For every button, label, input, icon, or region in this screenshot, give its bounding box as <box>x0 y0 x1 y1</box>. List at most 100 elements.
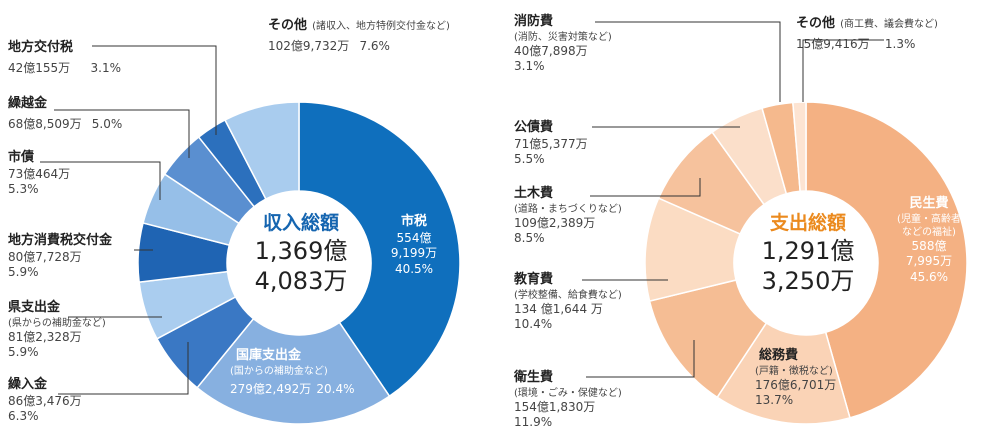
expense-donut <box>644 101 968 425</box>
expense-label-somu: 総務費 (戸籍・徴税など) 176億6,701万 13.7% <box>755 348 836 409</box>
slice-value: 102億9,732万 <box>268 38 350 53</box>
slice-percent: 1.3% <box>884 36 916 51</box>
slice-value: 588億 <box>911 238 947 253</box>
donut-slice <box>298 101 461 398</box>
expense-center-title: 支出総額 <box>769 212 846 234</box>
slice-note: (道路・まちづくりなど) <box>514 203 622 215</box>
slice-name: その他 <box>268 18 308 33</box>
slice-percent: 11.9% <box>514 415 553 430</box>
slice-note: (県からの補助金など) <box>8 317 106 329</box>
leader-line <box>54 109 190 158</box>
donut-slice <box>805 101 968 419</box>
income-label-ken: 県支出金 (県からの補助金など) 81億2,328万 5.9% <box>8 300 106 361</box>
slice-name: 地方消費税交付金 <box>8 233 113 248</box>
slice-percent: 13.7% <box>755 393 794 408</box>
slice-name: 繰入金 <box>8 377 48 392</box>
income-donut <box>137 101 461 425</box>
leader-line <box>595 21 781 102</box>
income-label-shisai: 市債 73億464万 5.3% <box>8 150 70 198</box>
expense-label-minsei: 民生費 (児童・高齢者 などの福祉) 588億 7,995万 45.6% <box>886 196 972 286</box>
donut-slice <box>223 101 300 201</box>
slice-percent: 7.6% <box>359 38 390 53</box>
income-label-shizei: 市税 554億 9,199万 40.5% <box>384 214 444 278</box>
slice-value: 15億9,416万 <box>796 36 870 51</box>
slice-percent: 3.1% <box>514 59 545 74</box>
slice-value: 154億1,830万 <box>514 399 596 414</box>
slice-note: (商工費、議会費など) <box>840 19 938 30</box>
slice-percent: 5.9% <box>8 345 39 360</box>
income-center: 収入総額 1,369億 4,083万 <box>243 212 359 296</box>
slice-value: 81億2,328万 <box>8 329 82 344</box>
slice-value: 86億3,476万 <box>8 393 82 408</box>
leader-line <box>586 340 695 378</box>
income-label-kokko: 国庫支出金 (国からの補助金など) 279億2,492万 20.4% <box>230 348 354 399</box>
expense-label-kosai: 公債費 71億5,377万 5.5% <box>514 120 588 168</box>
slice-value: 279億2,492万 <box>230 381 312 396</box>
slice-note: (環境・ごみ・保健など) <box>514 387 622 399</box>
slice-percent: 5.5% <box>514 152 545 167</box>
income-center-title: 収入総額 <box>262 212 339 234</box>
slice-name: 教育費 <box>514 272 554 287</box>
slice-percent: 5.0% <box>91 116 123 131</box>
slice-note: (児童・高齢者 <box>897 213 961 225</box>
slice-value: 9,199万 <box>390 246 438 261</box>
expense-total-line2: 3,250万 <box>761 266 855 295</box>
slice-value: 554億 <box>396 230 432 245</box>
slice-percent: 5.3% <box>8 182 39 197</box>
slice-value: 176億6,701万 <box>755 377 837 392</box>
slice-name: 民生費 <box>909 196 949 211</box>
slice-value: 7,995万 <box>905 254 953 269</box>
expense-label-doboku: 土木費 (道路・まちづくりなど) 109億2,389万 8.5% <box>514 186 622 247</box>
slice-percent: 45.6% <box>909 270 949 285</box>
income-label-kofuzei: 地方交付税 42億155万 3.1% <box>8 40 121 78</box>
expense-center: 支出総額 1,291億 3,250万 <box>750 212 866 296</box>
slice-name: 市税 <box>400 214 427 229</box>
expense-label-shobo: 消防費 (消防、災害対策など) 40億7,898万 3.1% <box>514 14 612 75</box>
slice-percent: 8.5% <box>514 231 545 246</box>
slice-percent: 5.9% <box>8 265 39 280</box>
leader-line <box>590 178 701 197</box>
slice-value: 40億7,898万 <box>514 43 588 58</box>
slice-percent: 20.4% <box>316 381 355 396</box>
slice-name: その他 <box>796 16 836 31</box>
slice-name: 衛生費 <box>514 370 554 385</box>
income-label-chihoshohi: 地方消費税交付金 80億7,728万 5.9% <box>8 233 112 281</box>
income-total-line2: 4,083万 <box>254 266 348 295</box>
slice-name: 地方交付税 <box>8 40 74 55</box>
slice-percent: 3.1% <box>90 60 122 75</box>
slice-name: 消防費 <box>514 14 554 29</box>
slice-value: 42億155万 <box>8 60 71 75</box>
slice-value: 73億464万 <box>8 166 71 181</box>
income-label-kurireikin: 繰入金 86億3,476万 6.3% <box>8 377 82 425</box>
expense-label-eisei: 衛生費 (環境・ごみ・保健など) 154億1,830万 11.9% <box>514 370 622 431</box>
donut-slice <box>792 101 807 193</box>
expense-label-sonota: その他 (商工費、議会費など) 15億9,416万 1.3% <box>796 12 938 54</box>
slice-note: などの福祉) <box>902 226 956 238</box>
slice-value: 109億2,389万 <box>514 215 596 230</box>
slice-name: 県支出金 <box>8 300 61 315</box>
slice-name: 土木費 <box>514 186 554 201</box>
slice-note: (戸籍・徴税など) <box>755 365 833 377</box>
slice-percent: 10.4% <box>514 317 553 332</box>
leader-line <box>40 161 161 200</box>
donut-slice <box>196 317 391 425</box>
slice-name: 繰越金 <box>8 96 48 111</box>
slice-value: 80億7,728万 <box>8 249 82 264</box>
slice-name: 公債費 <box>514 120 554 135</box>
slice-note: (国からの補助金など) <box>230 365 328 377</box>
expense-total-line1: 1,291億 <box>761 236 855 265</box>
income-label-sonota: その他 (諸収入、地方特例交付金など) 102億9,732万 7.6% <box>268 14 450 56</box>
slice-value: 68億8,509万 <box>8 116 82 131</box>
leader-line <box>802 39 884 102</box>
slice-note: (諸収入、地方特例交付金など) <box>312 21 450 32</box>
income-label-kurikoshi: 繰越金 68億8,509万 5.0% <box>8 96 122 134</box>
slice-percent: 40.5% <box>394 262 434 277</box>
slice-value: 134 億1,644 万 <box>514 301 603 316</box>
leader-line <box>58 342 189 395</box>
slice-value: 71億5,377万 <box>514 136 588 151</box>
leader-line <box>92 45 217 135</box>
slice-note: (消防、災害対策など) <box>514 31 612 43</box>
slice-name: 国庫支出金 <box>236 348 302 363</box>
